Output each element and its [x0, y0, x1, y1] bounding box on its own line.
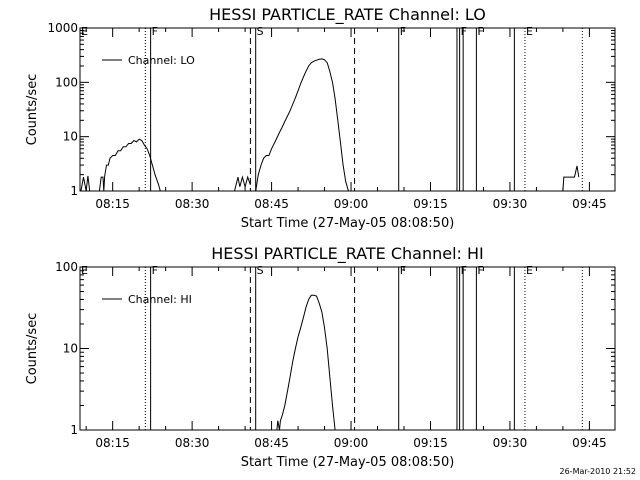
- chart-title-lo: HESSI PARTICLE_RATE Channel: LO: [209, 5, 486, 25]
- event-marker-label-lo: E: [81, 25, 88, 38]
- y-tick-label-hi: 1: [70, 423, 78, 437]
- x-tick-label-hi: 09:30: [493, 436, 528, 450]
- footer-timestamp: 26-Mar-2010 21:52: [559, 467, 637, 476]
- y-tick-label-lo: 1: [70, 184, 78, 198]
- series-line-lo: [562, 165, 580, 192]
- event-marker-label-lo: S: [257, 25, 264, 38]
- series-line-hi: [276, 294, 336, 431]
- series-line-lo: [255, 58, 349, 192]
- event-marker-label-hi: E: [81, 264, 88, 277]
- plot-frame-lo: [79, 27, 616, 192]
- event-marker-label-hi: F: [400, 264, 406, 277]
- event-marker-label-hi: F: [152, 264, 158, 277]
- plot-frame-hi: [79, 266, 616, 431]
- legend-label-hi: Channel: HI: [128, 293, 192, 306]
- legend-label-lo: Channel: LO: [128, 54, 195, 67]
- x-tick-label-hi: 09:15: [413, 436, 448, 450]
- x-tick-label-hi: 08:30: [175, 436, 210, 450]
- x-tick-label-lo: 08:15: [95, 197, 130, 211]
- y-tick-label-hi: 100: [55, 260, 78, 274]
- x-tick-label-lo: 08:45: [254, 197, 289, 211]
- event-marker-label-lo: F: [477, 25, 483, 38]
- series-line-lo: [234, 175, 251, 192]
- event-marker-label-hi: S: [257, 264, 264, 277]
- x-tick-label-hi: 08:15: [95, 436, 130, 450]
- x-tick-label-lo: 09:45: [572, 197, 607, 211]
- x-axis-label-lo: Start Time (27-May-05 08:08:50): [241, 216, 455, 231]
- chart-title-hi: HESSI PARTICLE_RATE Channel: HI: [211, 244, 484, 264]
- y-tick-label-lo: 1000: [47, 21, 78, 35]
- event-marker-label-hi: F: [461, 264, 467, 277]
- x-tick-label-lo: 08:30: [175, 197, 210, 211]
- event-marker-label-lo: E: [526, 25, 533, 38]
- series-line-lo: [80, 175, 91, 192]
- x-tick-label-hi: 09:00: [334, 436, 369, 450]
- y-axis-label-hi: Counts/sec: [25, 313, 40, 385]
- x-axis-label-hi: Start Time (27-May-05 08:08:50): [241, 455, 455, 470]
- y-tick-label-hi: 10: [63, 342, 78, 356]
- series-line-lo: [98, 138, 161, 192]
- event-marker-label-hi: E: [526, 264, 533, 277]
- x-tick-label-lo: 09:00: [334, 197, 369, 211]
- x-tick-label-hi: 08:45: [254, 436, 289, 450]
- event-marker-label-lo: F: [400, 25, 406, 38]
- x-tick-label-lo: 09:15: [413, 197, 448, 211]
- x-tick-label-hi: 09:45: [572, 436, 607, 450]
- event-marker-label-hi: F: [477, 264, 483, 277]
- event-marker-label-lo: F: [152, 25, 158, 38]
- x-tick-label-lo: 09:30: [493, 197, 528, 211]
- y-axis-label-lo: Counts/sec: [25, 74, 40, 146]
- y-tick-label-lo: 10: [63, 130, 78, 144]
- y-tick-label-lo: 100: [55, 75, 78, 89]
- event-marker-label-lo: F: [461, 25, 467, 38]
